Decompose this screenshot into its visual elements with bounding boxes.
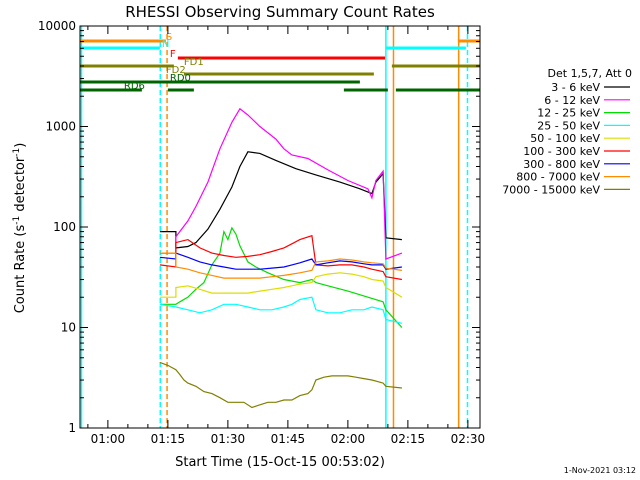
series-line	[159, 272, 403, 298]
state-bar-label: F	[170, 49, 176, 60]
y-tick-label: 100	[53, 220, 76, 234]
legend-entry-label: 50 - 100 keV	[530, 132, 600, 145]
x-tick-label: 01:15	[151, 432, 186, 446]
chart-title: RHESSI Observing Summary Count Rates	[125, 3, 435, 21]
y-axis-label: Count Rate (s-1 detector-1)	[12, 143, 28, 314]
y-tick-label: 10	[61, 321, 76, 335]
state-bar-label: N	[162, 39, 169, 50]
state-bar-label: S	[166, 32, 172, 43]
x-tick-label: 01:45	[271, 432, 306, 446]
series-line	[159, 107, 403, 260]
y-tick-label: 1	[68, 421, 76, 435]
footer-date: 1-Nov-2021 03:12	[564, 466, 636, 475]
legend-entry-label: 100 - 300 keV	[523, 145, 600, 158]
legend-entry-label: 3 - 6 keV	[551, 81, 600, 94]
x-tick-label: 02:30	[451, 432, 486, 446]
x-axis-label: Start Time (15-Oct-15 00:53:02)	[175, 455, 385, 470]
y-tick-label: 1000	[45, 120, 76, 134]
series-line	[159, 252, 402, 279]
legend-title: Det 1,5,7, Att 0	[548, 67, 632, 80]
state-bar-label: RD6	[124, 81, 145, 92]
y-axis-label-superscript: -1	[12, 148, 22, 157]
x-tick-label: 01:00	[91, 432, 126, 446]
y-tick-label: 10000	[38, 19, 76, 33]
y-axis-label-part: )	[13, 143, 28, 148]
series-line	[159, 234, 403, 281]
legend-entry-label: 300 - 800 keV	[523, 158, 600, 171]
state-bar-label: FD2	[166, 65, 186, 76]
y-axis-label-superscript: -1	[12, 216, 22, 225]
state-bar-label: RD0	[170, 73, 191, 84]
series-line	[159, 252, 402, 270]
legend-entry-label: 6 - 12 keV	[544, 94, 600, 107]
y-axis-label-part: detector	[13, 156, 28, 216]
state-bar-label: FD1	[184, 57, 204, 68]
legend-entry-label: 12 - 25 keV	[537, 107, 600, 120]
axes: 01:00 01:15 01:30 01:45 02:00 02:15 02:30 1 10 10…	[38, 19, 485, 446]
legend-entry-label: 7000 - 15000 keV	[502, 183, 600, 196]
legend-entry-label: 25 - 50 keV	[537, 119, 600, 132]
x-tick-label: 02:00	[331, 432, 366, 446]
x-tick-label: 01:30	[211, 432, 246, 446]
y-axis-label-part: Count Rate (s	[13, 225, 28, 314]
series-line	[159, 296, 403, 324]
legend-entry-label: 800 - 7000 keV	[516, 171, 600, 184]
series-line	[159, 361, 402, 409]
x-tick-label: 02:15	[391, 432, 426, 446]
